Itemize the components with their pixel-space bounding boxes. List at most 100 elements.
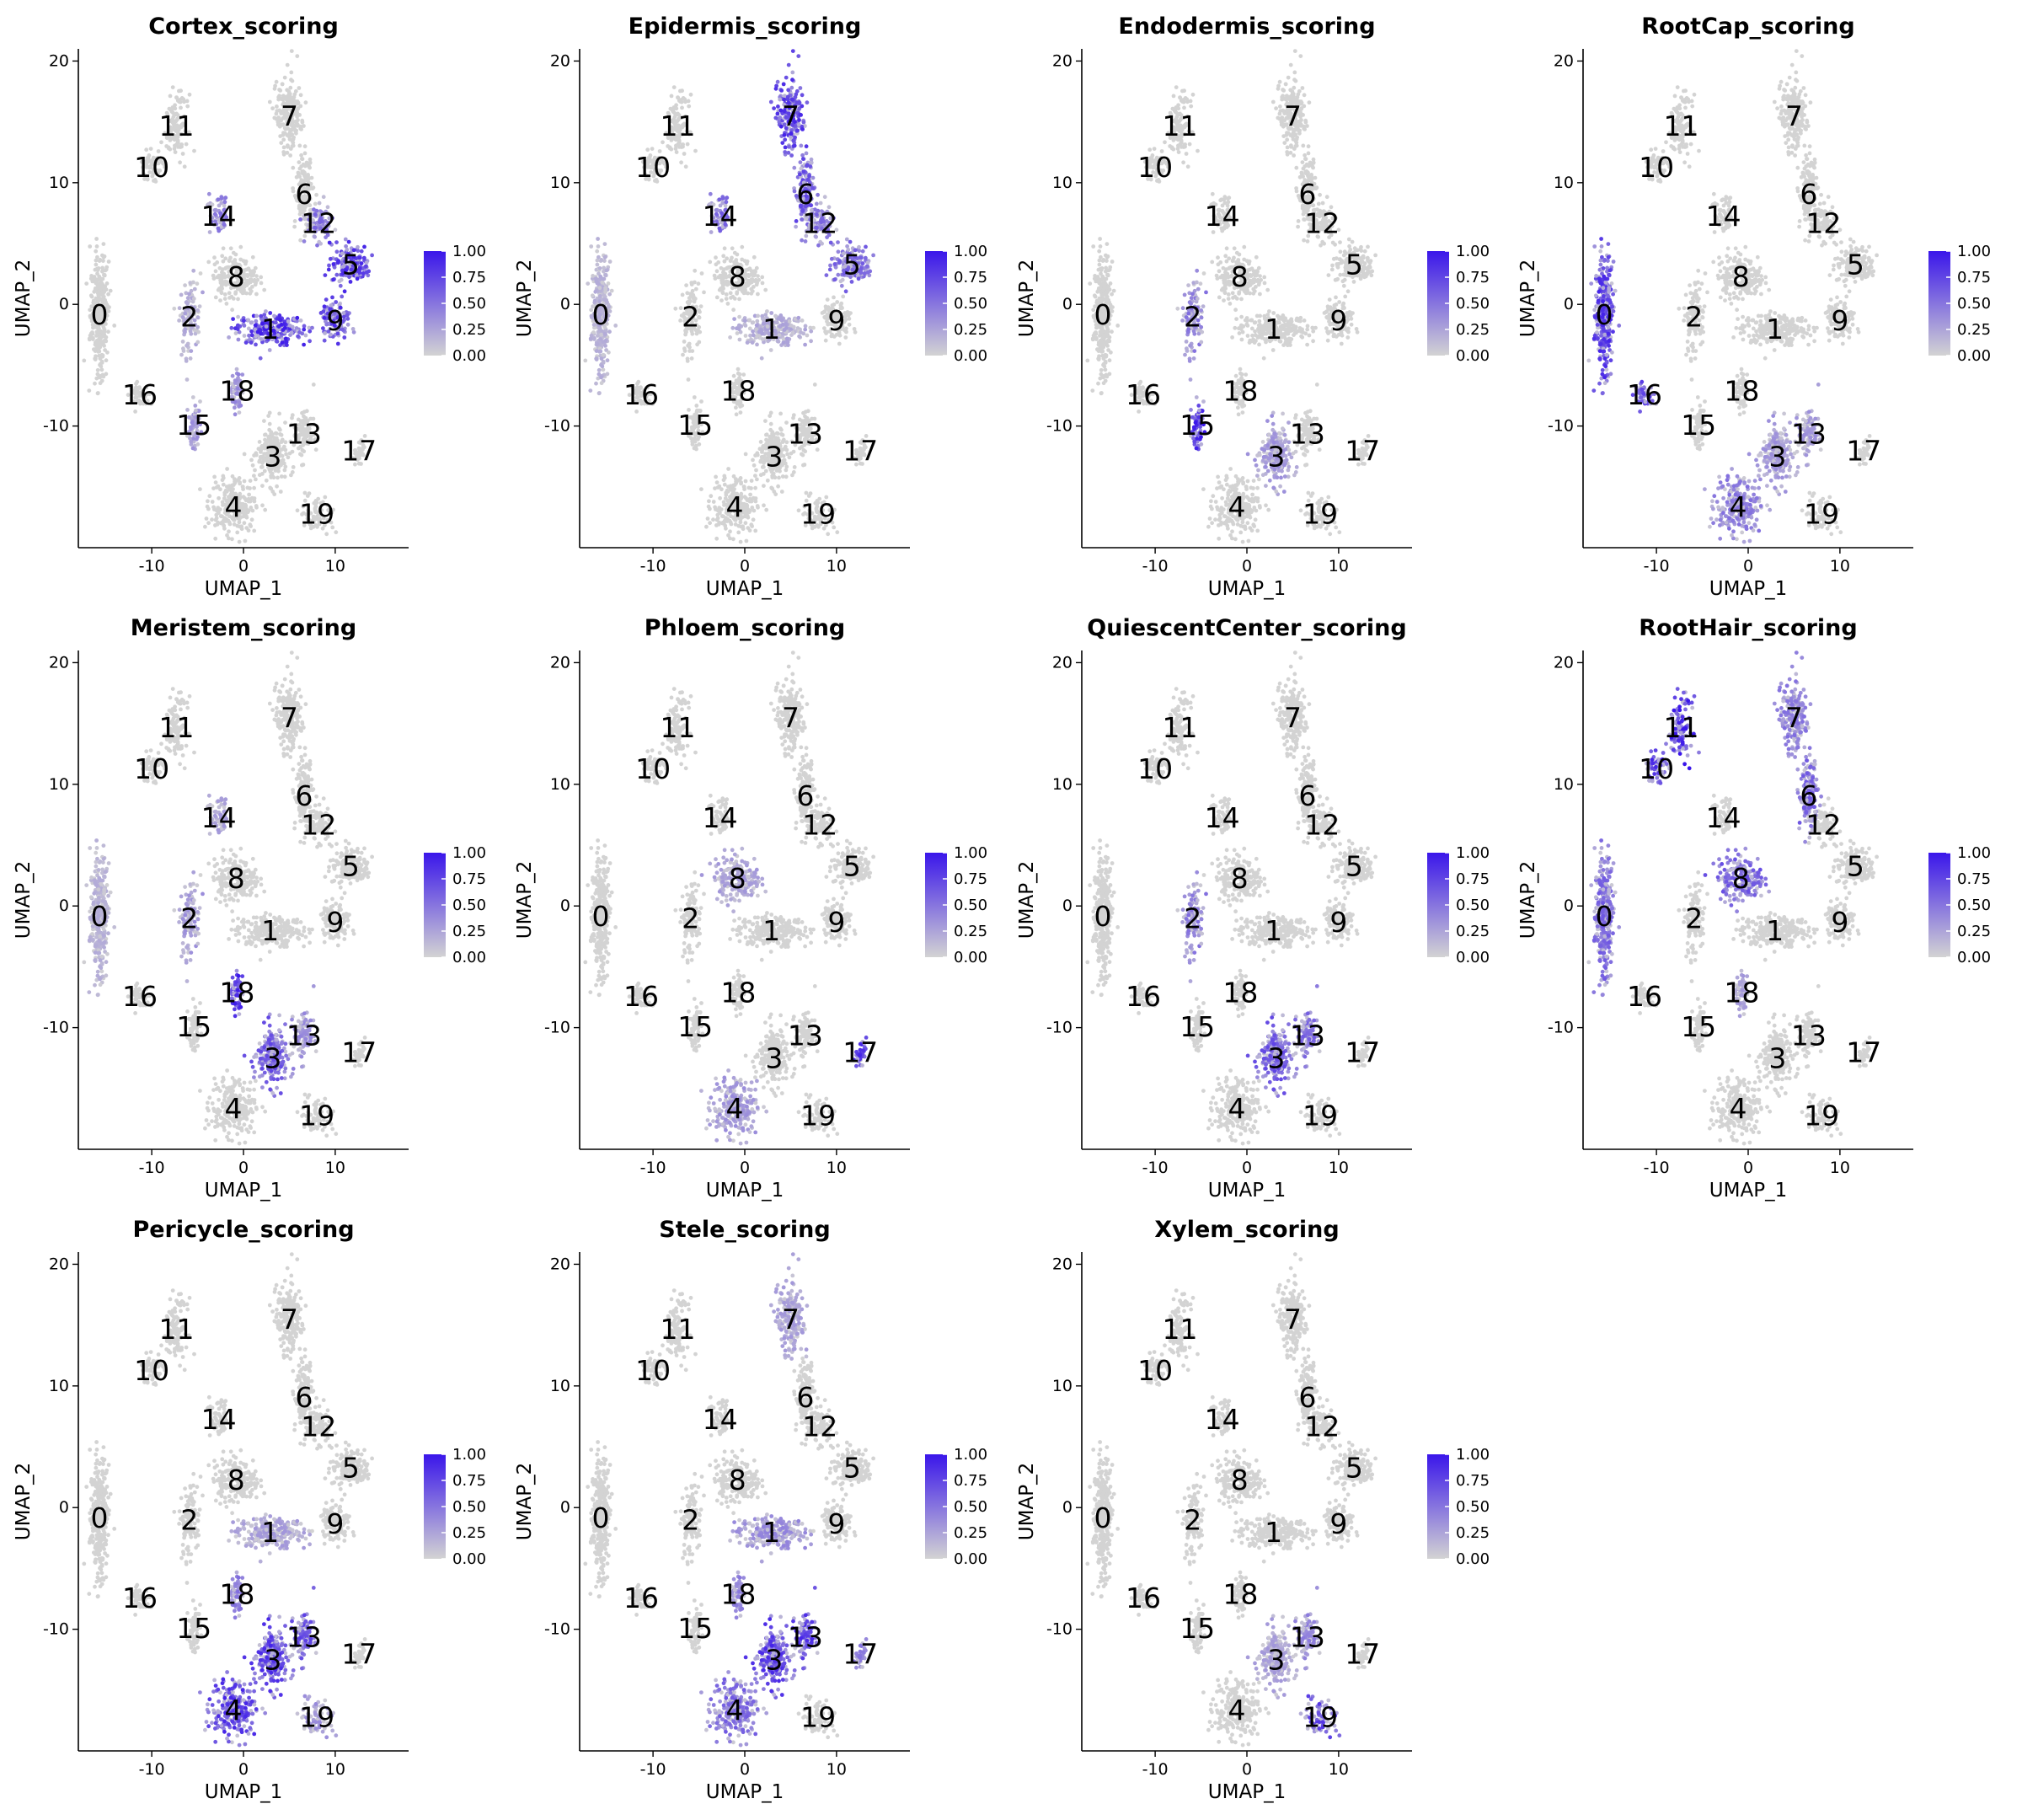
cell-point (284, 340, 289, 345)
cell-point (730, 246, 735, 251)
cell-point (586, 281, 591, 286)
cell-point (756, 313, 760, 318)
cell-point (331, 277, 335, 282)
cell-point (593, 289, 598, 294)
cell-point (828, 263, 832, 268)
cell-point (362, 244, 366, 249)
cell-point (722, 246, 727, 251)
cell-point (282, 75, 287, 80)
cell-point (370, 253, 374, 258)
cell-point (289, 78, 293, 83)
cell-point (743, 521, 748, 526)
cell-point (297, 86, 302, 90)
cell-point (185, 99, 190, 104)
cell-point (104, 313, 110, 318)
cell-point (609, 288, 614, 293)
cell-point (275, 104, 279, 109)
cell-point (248, 522, 253, 527)
cell-point (732, 483, 737, 487)
cell-point (322, 338, 327, 343)
cell-point (282, 325, 287, 330)
cell-point (711, 500, 716, 504)
y-axis-label: UMAP_2 (13, 260, 35, 337)
cell-point (781, 340, 786, 345)
cell-point (759, 356, 764, 361)
cell-point (751, 333, 756, 338)
cell-point (749, 272, 754, 276)
cell-point (254, 477, 258, 482)
cell-point (204, 517, 209, 521)
cell-point (684, 283, 688, 287)
cell-point (809, 339, 813, 344)
cell-point (242, 334, 247, 338)
cell-point (669, 94, 674, 99)
cell-point (272, 86, 277, 91)
cell-point (711, 517, 715, 522)
cell-point (282, 468, 287, 473)
cell-point (280, 340, 285, 345)
cell-point (779, 318, 784, 323)
cell-point (221, 482, 226, 487)
cell-point (736, 367, 741, 372)
cell-point (252, 277, 257, 282)
cell-point (744, 538, 749, 543)
cell-point (687, 104, 692, 109)
cell-point (323, 273, 328, 277)
cell-point (699, 487, 703, 491)
cell-point (808, 325, 813, 330)
cell-point (685, 142, 690, 147)
cell-point (219, 290, 224, 295)
cell-point (762, 484, 766, 488)
x-tick-label: 10 (325, 557, 345, 575)
cell-point (99, 359, 104, 364)
cell-point (728, 335, 732, 340)
cell-point (95, 367, 100, 372)
cell-point (716, 522, 721, 527)
cell-point (315, 243, 319, 248)
cell-point (682, 340, 687, 344)
cell-point (292, 224, 297, 229)
cluster-label: 1 (261, 313, 279, 345)
cell-point (762, 503, 766, 508)
cell-point (254, 505, 259, 510)
cell-point (683, 164, 688, 169)
x-tick-label: 0 (238, 557, 249, 575)
cell-point (94, 249, 99, 254)
cell-point (299, 153, 303, 158)
cell-point (732, 250, 737, 255)
cell-point (179, 142, 185, 147)
cell-point (213, 536, 218, 541)
cell-point (249, 329, 254, 334)
cell-point (185, 296, 190, 301)
cell-point (179, 352, 184, 357)
cell-point (100, 269, 104, 274)
cell-point (253, 323, 258, 328)
cell-point (183, 283, 188, 287)
cell-point (814, 201, 819, 206)
cell-point (257, 473, 262, 478)
cell-point (682, 152, 687, 156)
cell-point (102, 273, 107, 278)
cell-point (302, 324, 307, 329)
cell-point (334, 249, 340, 254)
cell-point (87, 336, 92, 341)
cell-point (288, 133, 292, 138)
cell-point (346, 239, 351, 244)
cell-point (714, 255, 718, 260)
cell-point (173, 150, 178, 155)
cell-point (745, 498, 750, 503)
cell-point (689, 282, 694, 286)
cell-point (726, 533, 730, 538)
cell-point (835, 530, 840, 535)
cell-point (249, 320, 254, 325)
cell-point (242, 521, 247, 526)
cell-point (745, 340, 750, 345)
cell-point (685, 356, 690, 361)
cell-point (296, 334, 300, 339)
cell-point (340, 294, 345, 299)
cluster-label: 14 (201, 200, 237, 233)
cell-point (804, 151, 809, 156)
cell-point (601, 367, 606, 372)
cell-point (222, 297, 227, 301)
cell-point (177, 88, 181, 94)
